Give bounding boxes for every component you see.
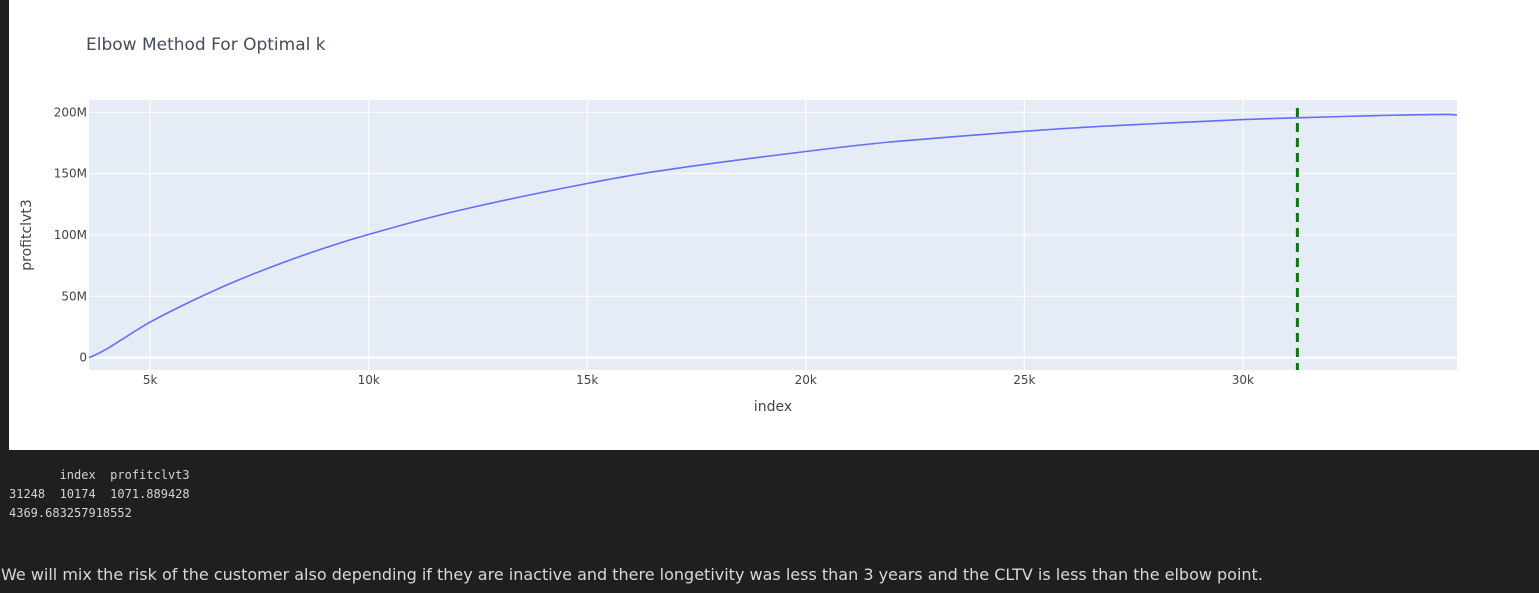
markdown-cell: We will mix the risk of the customer als… — [1, 565, 1263, 584]
x-tick-label: 30k — [1232, 373, 1254, 387]
x-tick-label: 10k — [358, 373, 380, 387]
y-tick-label: 0 — [79, 351, 87, 365]
y-tick-label: 50M — [61, 289, 87, 303]
y-axis-title: profitclvt3 — [19, 199, 35, 270]
x-tick-label: 20k — [795, 373, 817, 387]
x-tick-label: 5k — [143, 373, 158, 387]
y-tick-label: 100M — [54, 228, 87, 242]
x-tick-label: 15k — [576, 373, 598, 387]
x-tick-label: 25k — [1013, 373, 1035, 387]
y-tick-labels: 0 50M 100M 150M 200M — [54, 105, 87, 364]
series-layer — [88, 113, 1458, 359]
y-tick-label: 150M — [54, 167, 87, 181]
cell-text-output: index profitclvt3 31248 10174 1071.88942… — [9, 466, 190, 523]
y-tick-label: 200M — [54, 105, 87, 119]
y-grid — [89, 111, 1457, 359]
output-table-row: 31248 10174 1071.889428 — [9, 487, 190, 501]
output-table-header: index profitclvt3 — [9, 468, 190, 482]
series-line — [88, 113, 1458, 359]
output-value: 4369.683257918552 — [9, 506, 132, 520]
plot-output: 5k 10k 15k 20k 25k 30k 0 50M 100M 150M 200M Elbow… — [9, 0, 1539, 450]
elbow-chart: 5k 10k 15k 20k 25k 30k 0 50M 100M 150M 200M Elbow… — [19, 35, 1458, 415]
x-axis-title: index — [754, 399, 792, 415]
chart-title: Elbow Method For Optimal k — [86, 35, 326, 55]
x-tick-labels: 5k 10k 15k 20k 25k 30k — [143, 373, 1254, 387]
